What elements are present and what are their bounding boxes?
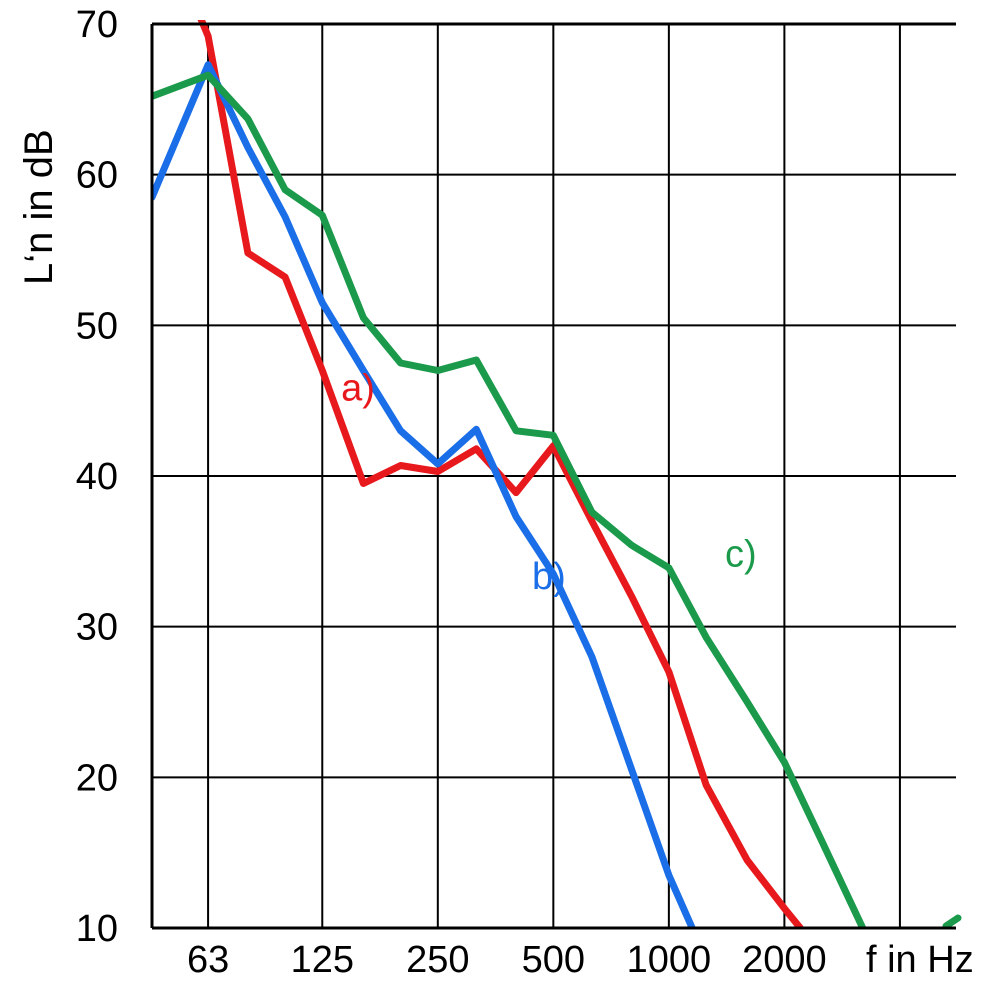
x-tick-label-250: 250 [406,939,469,981]
y-tick-label-40: 40 [76,456,118,498]
x-tick-label-2000: 2000 [742,939,827,981]
series-annotation-a: a) [341,368,375,410]
series-line-c-tail [942,914,962,928]
frame [150,22,956,930]
grid [152,23,956,929]
series-annotation-b: b) [532,556,566,598]
y-tick-label-70: 70 [76,4,118,46]
x-tick-label-125: 125 [291,939,354,981]
y-tick-label-50: 50 [76,305,118,347]
series-annotations: a) b) c) [341,368,756,598]
y-tick-label-30: 30 [76,607,118,649]
x-tick-label-63: 63 [187,939,229,981]
y-tick-labels: 10 20 30 40 50 60 70 [76,4,118,950]
x-tick-label-500: 500 [522,939,585,981]
x-tick-labels: 63 125 250 500 1000 2000 [187,939,827,981]
x-axis-label: f in Hz [866,939,974,981]
series-layer [152,20,962,928]
y-tick-label-60: 60 [76,155,118,197]
y-axis-label: L‘n in dB [17,129,61,285]
y-tick-label-10: 10 [76,908,118,950]
series-line-b [152,61,696,928]
series-annotation-c: c) [725,533,757,575]
x-tick-label-1000: 1000 [627,939,712,981]
y-tick-label-20: 20 [76,757,118,799]
series-line-c [152,71,867,928]
